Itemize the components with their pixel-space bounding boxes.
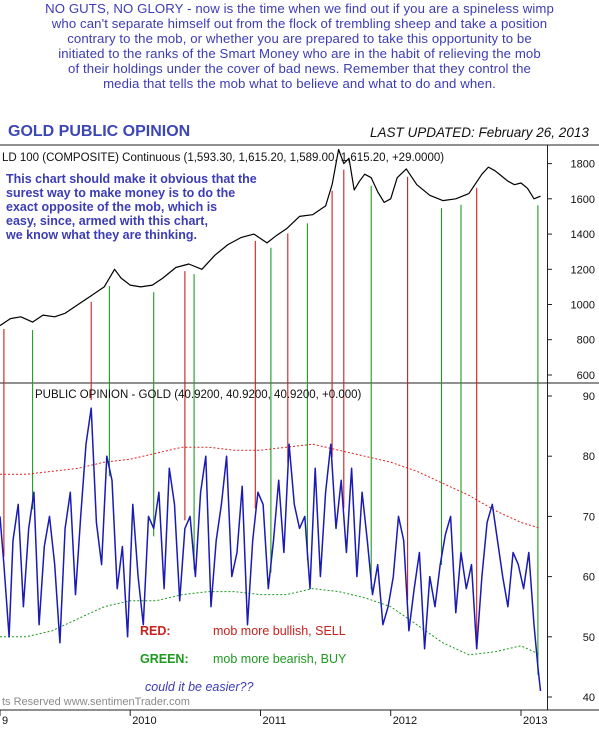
annotation-text: This chart should make it obvious that t… bbox=[5, 172, 257, 242]
series-lines bbox=[0, 148, 542, 691]
legend: RED: mob more bullish, SELL GREEN: mob m… bbox=[140, 624, 347, 666]
upper-y-tick-label: 1800 bbox=[571, 159, 595, 171]
lower-y-tick-label: 70 bbox=[583, 511, 595, 523]
lower-y-tick-label: 60 bbox=[583, 572, 595, 584]
upper-y-tick-label: 1200 bbox=[571, 264, 595, 276]
intro-line: initiated to the ranks of the Smart Mone… bbox=[58, 45, 541, 61]
chart-title: GOLD PUBLIC OPINION bbox=[8, 123, 190, 140]
copyright-text: ts Reserved www.sentimenTrader.com bbox=[2, 696, 190, 708]
x-tick-label: 9 bbox=[2, 715, 8, 727]
public-opinion-line bbox=[0, 407, 542, 691]
annotation-line: surest way to make money is to do the bbox=[6, 186, 235, 200]
intro-line: media that tells the mob what to believe… bbox=[103, 75, 496, 91]
upper-band-line bbox=[0, 443, 541, 529]
signal-lines bbox=[3, 169, 539, 675]
y-ticks: 1800 1600 1400 1200 1000 800 600 90 80 70 60 50 40 bbox=[547, 159, 595, 704]
x-ticks: 9 2010 2011 2012 2013 bbox=[0, 710, 547, 727]
x-tick-label: 2011 bbox=[263, 715, 287, 727]
upper-panel-label: LD 100 (COMPOSITE) Continuous (1,593.30,… bbox=[2, 152, 444, 164]
annotation-line: exact opposite of the mob, which is bbox=[6, 200, 217, 214]
legend-green-text: mob more bearish, BUY bbox=[213, 652, 347, 666]
question-text: could it be easier?? bbox=[145, 680, 253, 694]
upper-y-tick-label: 1000 bbox=[571, 300, 595, 312]
x-tick-label: 2012 bbox=[393, 715, 417, 727]
annotation-line: easy, since, armed with this chart, bbox=[6, 214, 208, 228]
intro-line: NO GUTS, NO GLORY - now is the time when… bbox=[45, 1, 554, 16]
upper-y-tick-label: 1600 bbox=[571, 194, 595, 206]
intro-line: of their holdings under the cover of bad… bbox=[68, 60, 531, 76]
upper-y-tick-label: 1400 bbox=[571, 229, 595, 241]
upper-y-tick-label: 600 bbox=[577, 370, 595, 382]
upper-y-tick-label: 800 bbox=[577, 335, 595, 347]
legend-green-key: GREEN: bbox=[140, 652, 189, 666]
last-updated: LAST UPDATED: February 26, 2013 bbox=[370, 125, 589, 140]
lower-y-tick-label: 90 bbox=[583, 391, 595, 403]
x-tick-label: 2013 bbox=[523, 715, 547, 727]
lower-y-tick-label: 40 bbox=[583, 692, 595, 704]
intro-line: who can't separate himself out from the … bbox=[51, 15, 548, 31]
lower-band-line bbox=[0, 588, 541, 656]
annotation-line: we know what they are thinking. bbox=[5, 228, 197, 242]
legend-red-key: RED: bbox=[140, 624, 171, 638]
legend-red-text: mob more bullish, SELL bbox=[213, 624, 346, 638]
lower-panel-label: PUBLIC OPINION - GOLD (40.9200, 40.9200,… bbox=[35, 389, 362, 401]
gold-price-line bbox=[0, 148, 541, 327]
annotation-line: This chart should make it obvious that t… bbox=[6, 172, 257, 186]
lower-y-tick-label: 80 bbox=[583, 451, 595, 463]
intro-line: contrary to the mob, or whether you are … bbox=[67, 30, 532, 46]
x-tick-label: 2010 bbox=[132, 715, 156, 727]
intro-text: NO GUTS, NO GLORY - now is the time when… bbox=[4, 1, 595, 92]
opinion-bands bbox=[0, 443, 541, 656]
lower-y-tick-label: 50 bbox=[583, 632, 595, 644]
